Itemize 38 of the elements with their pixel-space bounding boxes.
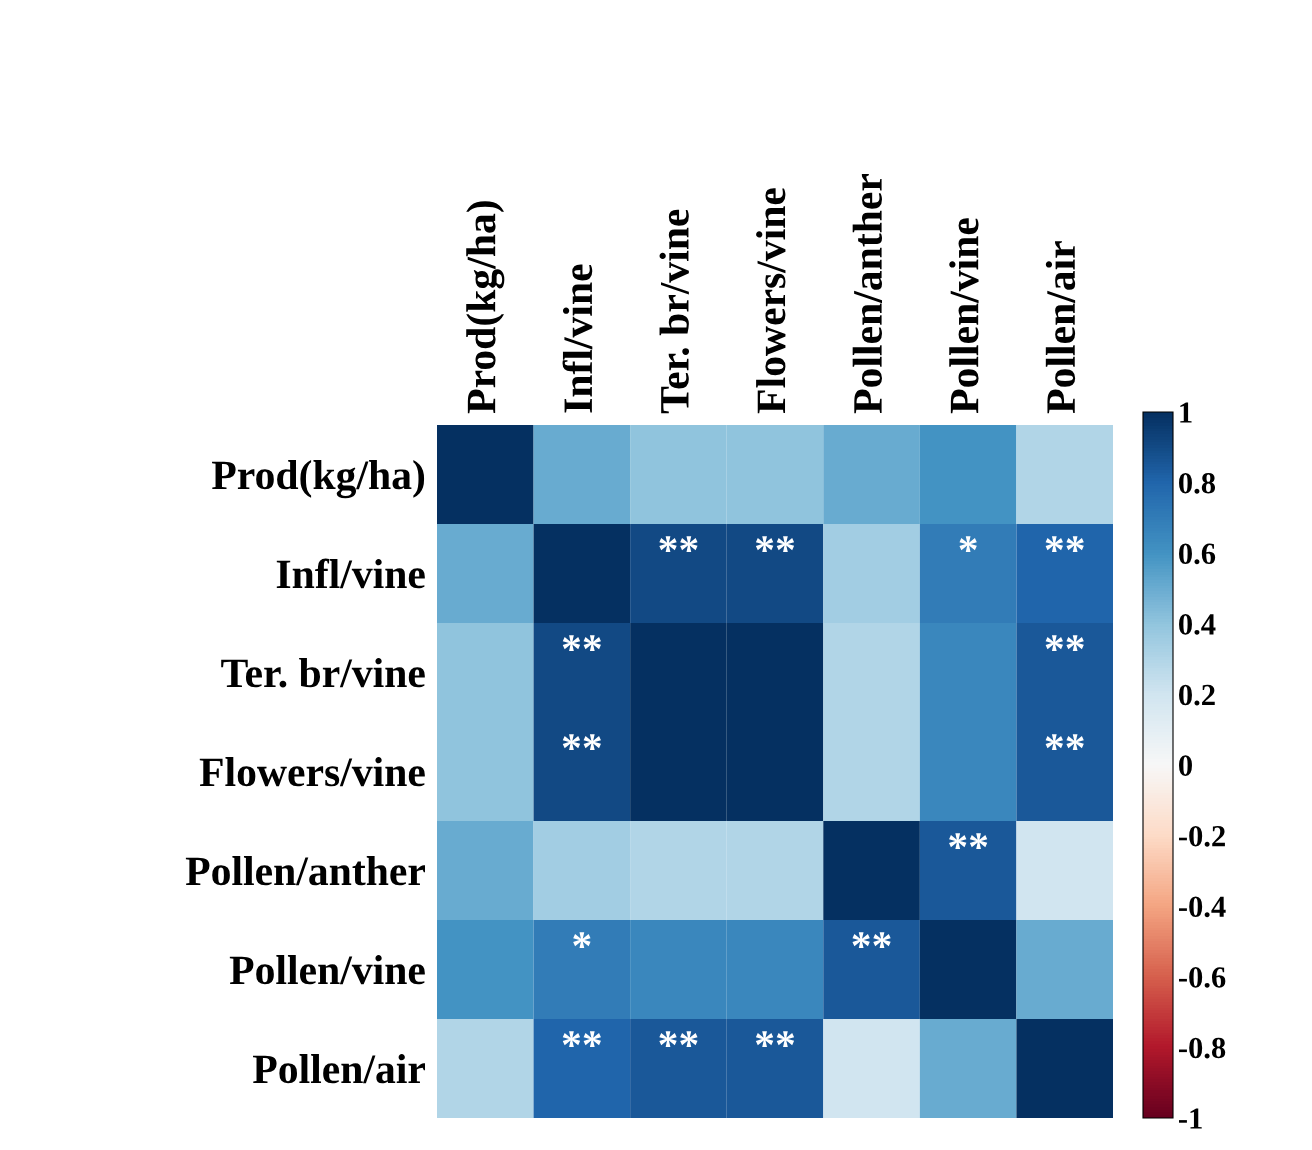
color-bar-label: 0 [1179,755,1192,776]
color-bar-label: -0.8 [1178,1037,1226,1059]
y-tick-label: Flowers/vine [199,757,425,787]
x-tick-label: Infl/vine [562,264,593,413]
y-tick-label: Pollen/anther [185,856,425,886]
y-tick-label: Prod(kg/ha) [212,460,425,499]
y-tick-label: Pollen/air [253,1054,425,1084]
data-label: ** [949,833,988,849]
color-bar-label: -0.4 [1178,896,1226,918]
data-label: ** [659,536,698,552]
color-bar-label: 0.8 [1179,472,1216,494]
x-tick-label: Flowers/vine [756,188,786,414]
data-label: ** [562,734,601,750]
color-bar-label: 0.2 [1179,684,1215,706]
color-bar-label: 1 [1180,402,1192,423]
data-label: ** [1045,734,1084,750]
x-tick-label: Pollen/vine [949,218,979,414]
data-label: * [959,536,977,552]
data-label: ** [755,1031,795,1047]
data-label: ** [562,1031,601,1047]
color-bar-label: 0.6 [1179,543,1216,565]
color-bar-label: -0.2 [1178,825,1225,847]
color-bar-label: -1 [1178,1108,1202,1129]
data-label: * [573,932,591,948]
x-tick-label: Pollen/air [1045,241,1076,414]
y-tick-label: Ter. br/vine [221,658,425,688]
y-tick-label: Pollen/vine [229,955,425,985]
color-bar-label: 0.4 [1179,614,1216,635]
y-tick-label: Infl/vine [276,558,425,589]
data-label: ** [852,932,891,948]
data-label: ** [755,536,795,552]
data-label: ** [659,1031,698,1047]
x-tick-label: Ter. br/vine [659,209,690,414]
x-tick-label: Pollen/anther [852,174,882,414]
data-label: ** [1045,536,1084,552]
color-bar-label: -0.6 [1178,967,1226,988]
data-label: ** [1045,635,1084,651]
data-label: ** [562,635,601,651]
